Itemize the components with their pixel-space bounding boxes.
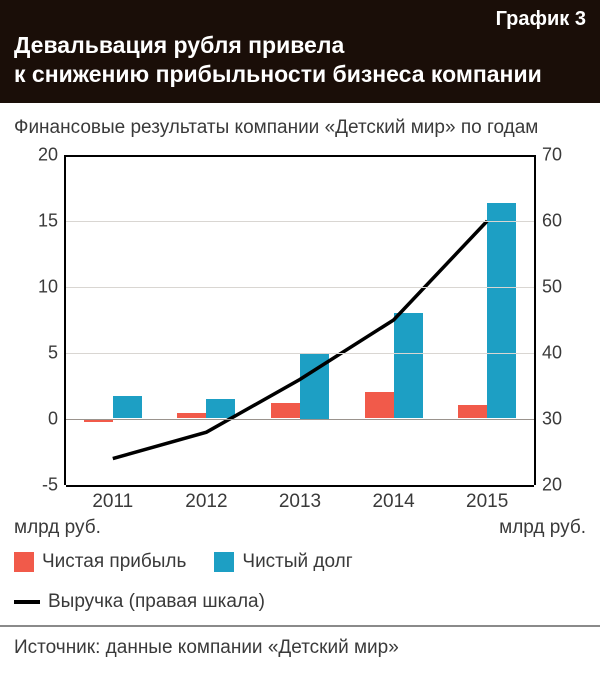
swatch-profit (14, 552, 34, 572)
left-tick: 10 (38, 276, 66, 297)
legend-item-profit: Чистая прибыль (14, 551, 186, 581)
left-tick: -5 (42, 474, 66, 495)
right-tick: 40 (534, 342, 562, 363)
swatch-debt (214, 552, 234, 572)
grid-line (66, 419, 534, 420)
legend-item-debt: Чистый долг (214, 551, 352, 581)
left-axis-unit: млрд руб. (14, 517, 101, 539)
legend-item-revenue: Выручка (правая шкала) (14, 591, 265, 621)
grid-line (66, 155, 534, 157)
grid-line (66, 221, 534, 222)
chart-number: График 3 (14, 8, 586, 31)
right-axis-unit: млрд руб. (499, 517, 586, 539)
x-axis-label: 2015 (466, 485, 508, 513)
grid-line (66, 353, 534, 354)
right-tick: 50 (534, 276, 562, 297)
right-tick: 70 (534, 144, 562, 165)
revenue-line (113, 221, 487, 459)
chart-header: График 3 Девальвация рубля привела к сни… (0, 0, 600, 103)
grid-line (66, 287, 534, 288)
x-axis-label: 2012 (185, 485, 227, 513)
swatch-revenue (14, 600, 40, 604)
legend-label-revenue: Выручка (правая шкала) (48, 591, 265, 613)
plot-region: -505101520203040506070201120122013201420… (64, 155, 536, 485)
left-tick: 5 (48, 342, 66, 363)
right-tick: 20 (534, 474, 562, 495)
chart-title: Девальвация рубля привела к снижению при… (14, 31, 586, 89)
x-axis-label: 2014 (372, 485, 414, 513)
x-axis-label: 2013 (279, 485, 321, 513)
legend: Чистая прибыль Чистый долг Выручка (прав… (0, 539, 600, 627)
line-layer (66, 155, 534, 485)
x-axis-label: 2011 (92, 485, 133, 513)
chart-area: -5 0 5 10 15 20 20 30 40 50 60 70 2011 2012 2013 2014 20… (14, 145, 586, 515)
legend-label-profit: Чистая прибыль (42, 551, 186, 573)
left-tick: 15 (38, 210, 66, 231)
legend-label-debt: Чистый долг (242, 551, 352, 573)
right-tick: 60 (534, 210, 562, 231)
left-tick: 0 (48, 408, 66, 429)
source-text: Источник: данные компании «Детский мир» (0, 627, 600, 659)
right-tick: 30 (534, 408, 562, 429)
axis-unit-labels: млрд руб. млрд руб. (0, 515, 600, 539)
left-tick: 20 (38, 144, 66, 165)
chart-subtitle: Финансовые результаты компании «Детский … (0, 103, 600, 145)
